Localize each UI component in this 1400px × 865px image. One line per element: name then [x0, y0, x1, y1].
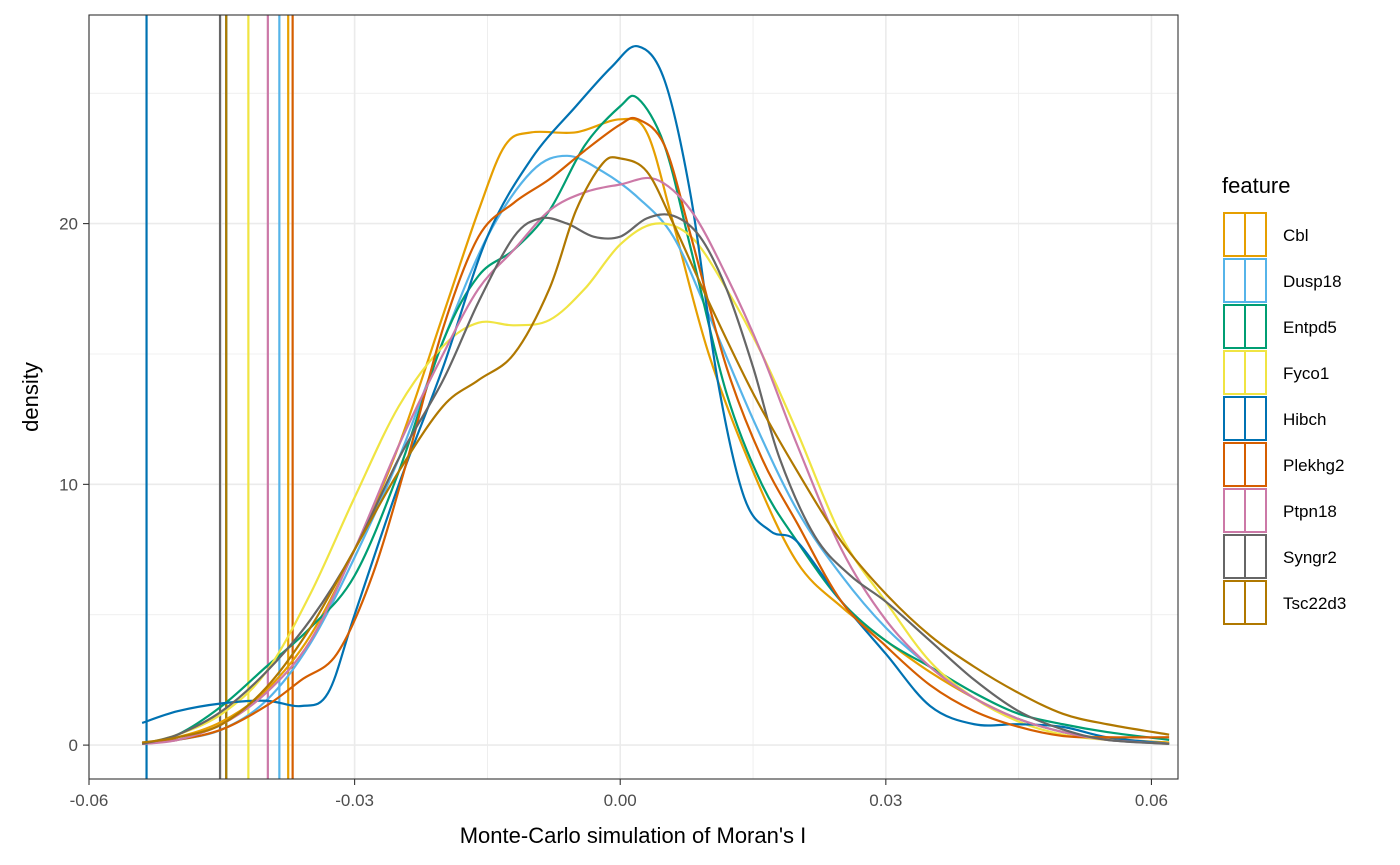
legend-item-entpd5: Entpd5 [1223, 304, 1337, 349]
legend-item-syngr2: Syngr2 [1223, 534, 1337, 579]
y-tick-label: 20 [59, 215, 78, 234]
legend-item-hibch: Hibch [1223, 396, 1326, 441]
legend-item-cbl: Cbl [1223, 212, 1309, 257]
legend-item-dusp18: Dusp18 [1223, 258, 1342, 303]
legend-title: feature [1222, 173, 1291, 198]
legend-label: Ptpn18 [1283, 502, 1337, 521]
density-curve-cbl [141, 117, 1170, 745]
x-tick-label: -0.06 [70, 791, 109, 810]
density-curve-fyco1 [141, 222, 1170, 745]
y-axis-title: density [18, 362, 43, 432]
y-tick-label: 0 [69, 736, 78, 755]
legend-label: Plekhg2 [1283, 456, 1344, 475]
plot-panel [89, 15, 1178, 779]
legend-label: Cbl [1283, 226, 1309, 245]
y-axis: 0 10 20 [59, 215, 89, 755]
density-curve-hibch [141, 45, 1170, 745]
x-tick-label: -0.03 [335, 791, 374, 810]
legend-item-fyco1: Fyco1 [1223, 350, 1329, 395]
legend-label: Fyco1 [1283, 364, 1329, 383]
legend-label: Entpd5 [1283, 318, 1337, 337]
density-curve-plekhg2 [141, 116, 1170, 745]
legend-label: Tsc22d3 [1283, 594, 1346, 613]
density-curve-ptpn18 [141, 176, 1170, 745]
y-tick-label: 10 [59, 475, 78, 494]
x-tick-label: 0.00 [604, 791, 637, 810]
legend-label: Syngr2 [1283, 548, 1337, 567]
x-tick-label: 0.03 [869, 791, 902, 810]
legend-label: Dusp18 [1283, 272, 1342, 291]
x-axis: -0.06 -0.03 0.00 0.03 0.06 [70, 779, 1168, 810]
legend-item-plekhg2: Plekhg2 [1223, 442, 1344, 487]
legend-item-ptpn18: Ptpn18 [1223, 488, 1337, 533]
legend: feature Cbl Dusp18 Entpd5 Fyco1 Hibch Plekhg2… [1222, 173, 1346, 625]
x-axis-title: Monte-Carlo simulation of Moran's I [460, 823, 807, 848]
density-curves [141, 45, 1170, 745]
plot-border [88, 14, 1179, 780]
observed-lines [145, 15, 294, 779]
grid [88, 15, 1178, 779]
x-tick-label: 0.06 [1135, 791, 1168, 810]
legend-label: Hibch [1283, 410, 1326, 429]
legend-item-tsc22d3: Tsc22d3 [1223, 580, 1346, 625]
density-curve-tsc22d3 [141, 156, 1170, 744]
